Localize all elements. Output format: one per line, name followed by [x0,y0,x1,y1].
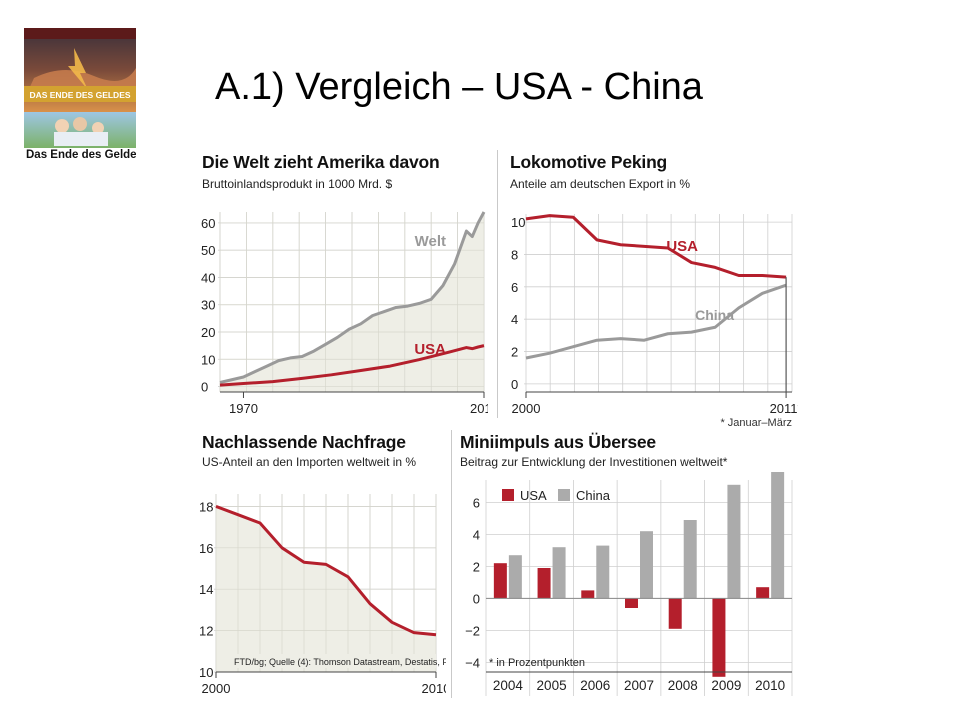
chart-subtitle: US-Anteil an den Importen weltweit in % [202,455,417,469]
chart-miniimpuls: Miniimpuls aus Übersee Beitrag zur Entwi… [456,430,796,700]
y-tick-label: 16 [199,541,213,556]
chart-footnote: * Januar–März [720,417,792,429]
chart-lokomotive: Lokomotive Peking Anteile am deutschen E… [506,150,798,430]
chart-title: Die Welt zieht Amerika davon [202,152,440,172]
y-tick-label: 12 [199,624,213,639]
bar-china [683,520,697,599]
chart-plot: 0 10 20 30 40 50 60 1970 2011 Welt USA [201,211,488,416]
legend-label-china: China [576,488,611,503]
bar-usa [493,563,507,599]
y-tick-label: 40 [201,270,215,285]
chart-plot: 0 2 4 6 8 10 2000 2011* USA China * Januar–März [511,214,798,429]
y-tick-label: 2 [511,345,518,360]
plot-background [526,214,792,392]
y-tick-label: 0 [511,377,518,392]
series-label-welt: Welt [415,233,446,250]
series-line-china [525,283,787,360]
bar-china [508,555,522,599]
bar-usa [625,598,638,608]
y-tick-label: 4 [511,312,518,327]
chart-nachfrage: Nachlassende Nachfrage US-Anteil an den … [196,430,446,700]
chart-title: Miniimpuls aus Übersee [460,432,656,452]
bar-usa [668,598,682,629]
series-line-usa [219,344,485,387]
chart-source: FTD/bg; Quelle (4): Thomson Datastream, … [234,657,446,667]
book-cover: DAS ENDE DES GELDES Das Ende des Geldes [24,28,136,166]
series-line-welt [219,211,486,384]
y-tick-label: 2 [473,559,480,574]
y-tick-label: 14 [199,582,213,597]
x-tick-label: 2010 [755,678,785,693]
chart-plot: 10 12 14 16 18 2000 2010 FTD/bg; Quelle (4): Th… [199,494,446,696]
bar-usa [712,598,726,677]
bar-china [640,531,653,599]
legend-swatch-china [558,489,570,501]
x-tick-label: 2005 [537,678,567,693]
x-tick-label: 2004 [493,678,524,693]
chart-subtitle: Anteile am deutschen Export in % [510,177,691,191]
chart-plot: −4 −2 0 2 4 6 2004 2005 2006 2007 2008 2009 2010 USA C… [465,472,793,696]
y-tick-label: 18 [199,499,213,514]
y-tick-label: −4 [465,655,480,670]
y-tick-label: 0 [201,380,208,395]
x-tick-label: 2011* [770,401,798,416]
x-tick-label: 2008 [668,678,698,693]
source-background [226,654,436,668]
y-tick-label: 60 [201,216,215,231]
y-tick-label: 10 [201,352,215,367]
book-cover-image: DAS ENDE DES GELDES [24,28,136,148]
y-tick-label: 30 [201,298,215,313]
legend-label-usa: USA [520,488,547,503]
series-area [220,212,484,392]
chart-footnote: * in Prozentpunkten [489,657,585,669]
chart-title: Lokomotive Peking [510,152,668,172]
bar-usa [756,587,770,599]
chart-welt: Die Welt zieht Amerika davon Bruttoinlan… [196,150,488,420]
x-tick-label: 2010 [422,681,446,696]
series-label-usa: USA [414,341,446,358]
y-tick-label: 50 [201,243,215,258]
y-tick-label: 20 [201,325,215,340]
plot-background [486,480,792,672]
series-label-usa: USA [666,238,698,255]
y-tick-label: −2 [465,623,480,638]
series-label-china: China [695,307,734,323]
y-tick-label: 6 [511,280,518,295]
slide-title: A.1) Vergleich – USA - China [215,66,703,108]
bar-usa [581,590,595,599]
book-caption: Das Ende des Geldes [26,149,136,161]
bar-china [596,545,610,599]
y-tick-label: 6 [473,495,480,510]
panel-divider [497,150,498,418]
series-line-usa [525,214,787,279]
x-tick-label: 2009 [711,678,741,693]
x-tick-label: 2000 [202,681,231,696]
book-cover-title: DAS ENDE DES GELDES [29,90,130,100]
chart-subtitle: Bruttoinlandsprodukt in 1000 Mrd. $ [202,177,393,191]
bar-usa [537,568,551,599]
x-tick-label: 2000 [512,401,541,416]
y-tick-label: 10 [511,215,525,230]
y-tick-label: 10 [199,665,213,680]
x-tick-label: 2007 [624,678,654,693]
y-tick-label: 0 [473,591,480,606]
chart-title: Nachlassende Nachfrage [202,432,406,452]
x-tick-label: 1970 [229,401,258,416]
y-tick-label: 8 [511,247,518,262]
bar-china [771,472,785,599]
panel-divider [451,430,452,698]
bar-china [727,484,741,599]
chart-subtitle: Beitrag zur Entwicklung der Investitione… [460,455,728,469]
series-line-us-share [215,505,437,637]
x-tick-label: 2011 [470,401,488,416]
legend-swatch-usa [502,489,514,501]
y-tick-label: 4 [473,527,480,542]
bar-china [552,547,566,599]
x-tick-label: 2006 [580,678,610,693]
